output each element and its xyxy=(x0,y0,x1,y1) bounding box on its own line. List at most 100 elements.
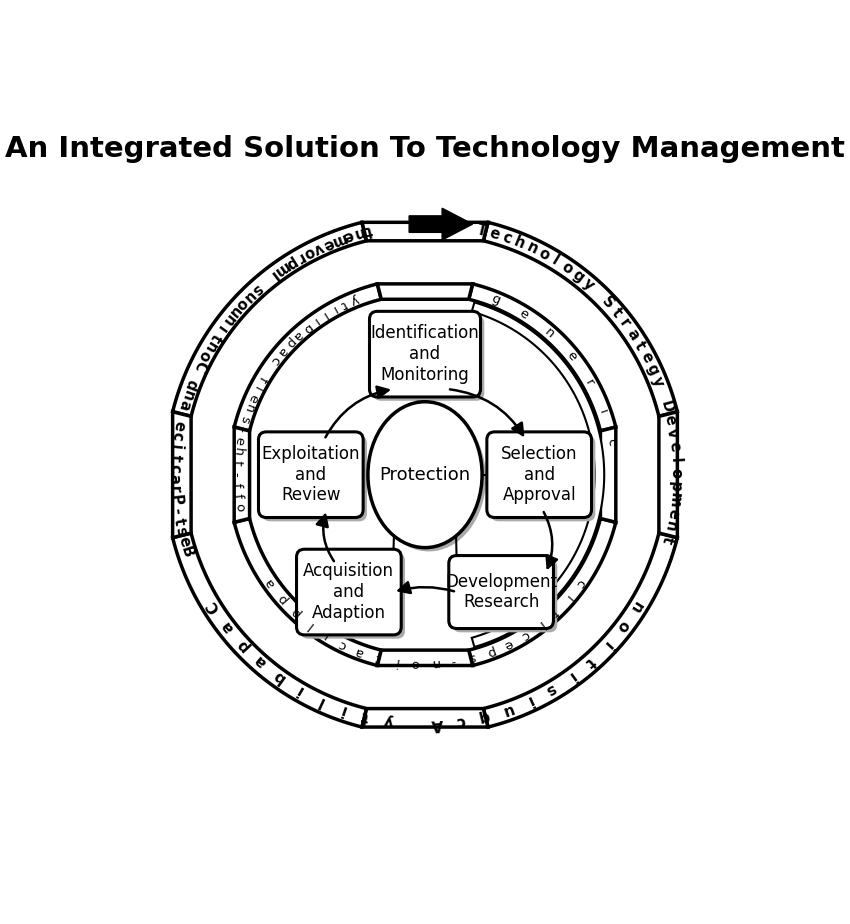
FancyBboxPatch shape xyxy=(263,436,367,521)
Polygon shape xyxy=(235,427,250,522)
Text: S: S xyxy=(598,294,616,312)
Text: y: y xyxy=(580,275,597,293)
Text: e: e xyxy=(502,637,514,652)
Text: Identification
and
Monitoring: Identification and Monitoring xyxy=(371,324,479,384)
Text: a: a xyxy=(624,326,642,343)
Text: p: p xyxy=(275,590,290,605)
Text: s: s xyxy=(237,414,252,424)
Text: i: i xyxy=(600,638,615,651)
Text: c: c xyxy=(501,229,513,247)
Text: y: y xyxy=(348,292,360,307)
Text: s: s xyxy=(173,526,190,538)
Text: n: n xyxy=(351,225,365,242)
Text: t: t xyxy=(339,298,349,311)
Text: B: B xyxy=(178,544,196,560)
Text: e: e xyxy=(661,414,678,427)
Polygon shape xyxy=(600,427,615,522)
FancyBboxPatch shape xyxy=(449,555,553,628)
Text: -: - xyxy=(169,506,184,515)
Text: f: f xyxy=(231,493,244,500)
Text: i: i xyxy=(168,444,184,450)
Polygon shape xyxy=(173,223,366,416)
Text: d: d xyxy=(182,377,200,393)
Text: t: t xyxy=(171,517,187,526)
Text: e: e xyxy=(341,227,355,245)
Polygon shape xyxy=(469,518,615,665)
Text: -: - xyxy=(450,654,456,668)
Text: a: a xyxy=(263,576,278,590)
Text: g: g xyxy=(569,267,586,286)
Text: i: i xyxy=(320,628,331,641)
Text: c: c xyxy=(518,627,531,642)
Polygon shape xyxy=(484,533,677,727)
Text: e: e xyxy=(564,348,580,363)
Text: i: i xyxy=(562,592,574,603)
Polygon shape xyxy=(377,650,473,665)
Text: e: e xyxy=(232,435,246,446)
Text: Development
Research: Development Research xyxy=(445,573,557,612)
Text: v: v xyxy=(664,427,680,439)
Text: l: l xyxy=(549,253,562,269)
Text: p: p xyxy=(484,644,496,660)
FancyBboxPatch shape xyxy=(297,549,401,635)
Text: q: q xyxy=(478,708,491,725)
Text: n: n xyxy=(430,656,439,670)
Text: i: i xyxy=(310,315,320,327)
Text: n: n xyxy=(178,388,196,402)
Polygon shape xyxy=(484,223,677,416)
Text: i: i xyxy=(524,693,536,709)
Text: t: t xyxy=(374,650,382,664)
Text: y: y xyxy=(383,713,395,729)
Polygon shape xyxy=(362,223,488,241)
Text: o: o xyxy=(233,296,251,313)
Text: s: s xyxy=(248,281,265,298)
Polygon shape xyxy=(235,284,381,431)
Text: p: p xyxy=(282,254,299,273)
Polygon shape xyxy=(409,208,473,240)
Text: Protection: Protection xyxy=(379,466,471,483)
Text: l: l xyxy=(314,693,326,709)
Text: e: e xyxy=(245,392,260,405)
Text: e: e xyxy=(665,507,681,519)
Text: a: a xyxy=(218,617,236,635)
Ellipse shape xyxy=(368,402,482,548)
Text: C: C xyxy=(205,598,224,615)
Text: m: m xyxy=(271,259,292,280)
Text: r: r xyxy=(292,249,306,266)
Text: a: a xyxy=(275,344,290,359)
FancyBboxPatch shape xyxy=(258,432,363,517)
Text: c: c xyxy=(572,577,587,590)
Polygon shape xyxy=(659,412,677,538)
Text: o: o xyxy=(536,245,552,263)
Text: t: t xyxy=(207,331,224,345)
Text: e: e xyxy=(666,441,682,452)
Text: f: f xyxy=(230,482,243,488)
Text: D: D xyxy=(657,399,675,415)
Text: t: t xyxy=(167,454,183,462)
Text: i: i xyxy=(564,669,577,684)
Text: o: o xyxy=(301,244,317,261)
Text: n: n xyxy=(218,311,237,329)
Text: a: a xyxy=(354,644,366,659)
Polygon shape xyxy=(173,412,191,538)
Text: i: i xyxy=(535,618,546,630)
Polygon shape xyxy=(472,302,604,647)
Text: e: e xyxy=(638,349,655,365)
Text: e: e xyxy=(487,225,501,242)
Text: r: r xyxy=(582,377,597,388)
Text: r: r xyxy=(616,316,633,331)
Text: c: c xyxy=(336,637,348,651)
Text: -: - xyxy=(230,472,243,477)
Text: A: A xyxy=(431,715,443,731)
Text: P: P xyxy=(167,494,184,506)
Text: c: c xyxy=(167,464,182,473)
Text: n: n xyxy=(524,239,540,257)
Text: i: i xyxy=(293,682,305,698)
Text: h: h xyxy=(230,447,245,456)
Text: u: u xyxy=(500,700,515,719)
Text: v: v xyxy=(311,239,326,257)
Text: a: a xyxy=(252,652,269,671)
Text: n: n xyxy=(662,520,678,533)
Text: t: t xyxy=(609,306,625,321)
FancyBboxPatch shape xyxy=(370,311,480,397)
